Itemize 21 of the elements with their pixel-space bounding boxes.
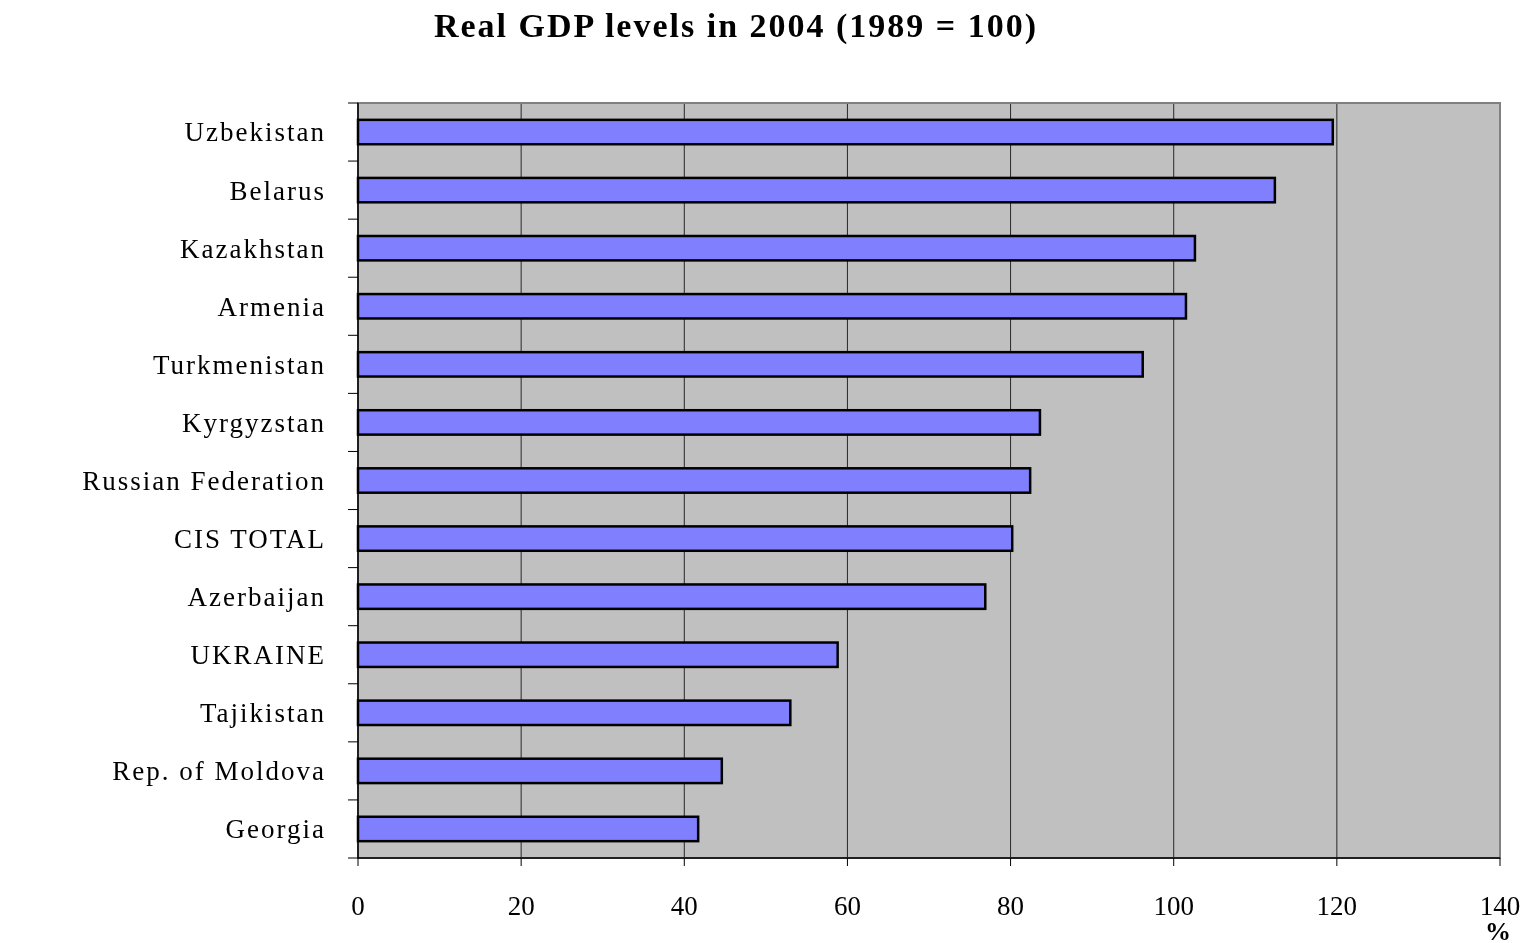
y-tick-label: Georgia [225,814,326,845]
y-tick-label: Kyrgyzstan [182,407,326,438]
y-tick-label: Uzbekistan [184,117,326,148]
y-tick-label: Rep. of Moldova [112,756,326,787]
y-tick-label: Turkmenistan [152,349,326,380]
y-tick-label: UKRAINE [190,640,326,671]
y-tick-label: Tajikistan [199,698,326,729]
y-tick-label: Russian Federation [82,465,326,496]
x-tick-label: 60 [833,891,861,921]
x-tick-label: 120 [1316,891,1358,921]
x-tick-label: 100 [1153,891,1194,921]
x-tick-label: 0 [351,891,365,921]
x-tick-label: 40 [670,891,698,921]
y-tick-label: Azerbaijan [187,582,326,613]
y-tick-label: Belarus [229,175,326,206]
y-tick-label: Armenia [217,291,326,322]
x-tick-label: 20 [507,891,535,921]
y-tick-label: CIS TOTAL [173,524,326,555]
y-tick-label: Kazakhstan [180,233,326,264]
chart-title: Real GDP levels in 2004 (1989 = 100) [433,7,1039,45]
x-tick-label: 80 [997,891,1025,921]
